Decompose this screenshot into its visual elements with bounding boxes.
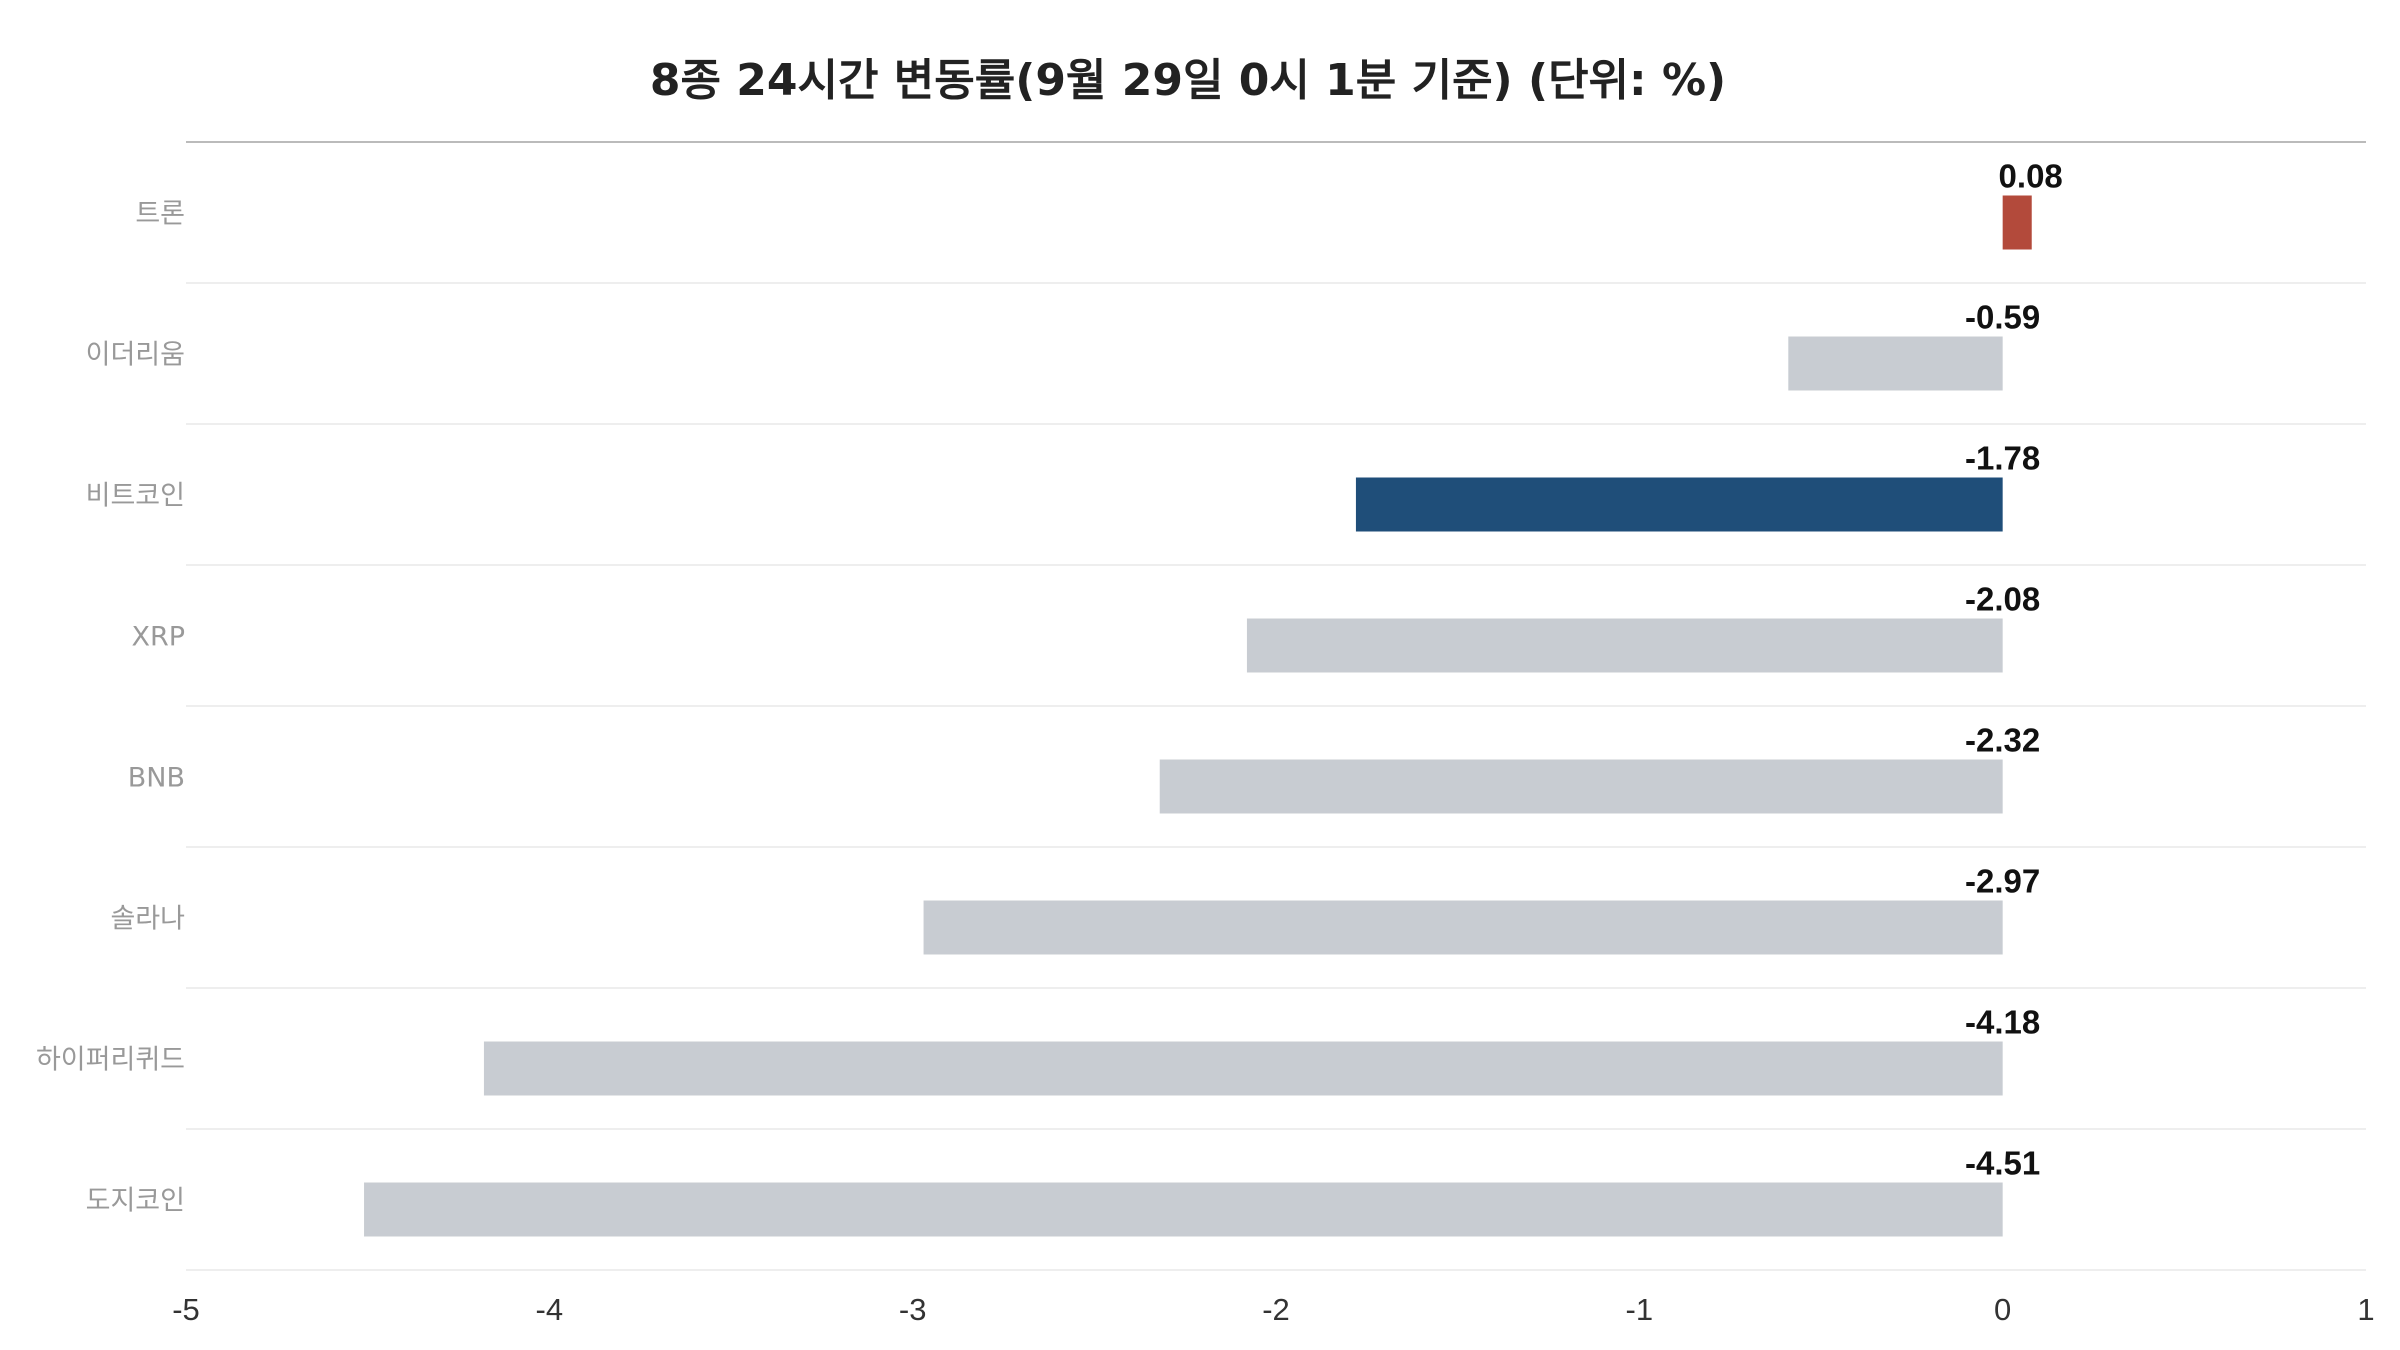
category-label: 비트코인 (86, 481, 185, 512)
data-label: 0.08 (1999, 158, 2063, 195)
bar (1355, 477, 2003, 532)
grid-layer (186, 282, 2366, 1271)
category-label: 솔라나 (110, 904, 185, 935)
category-label: XRP (131, 622, 185, 653)
category-label: 도지코인 (86, 1186, 185, 1217)
bar (483, 1041, 2003, 1096)
category-label: 이더리움 (86, 340, 185, 371)
data-label: -4.18 (1965, 1004, 2040, 1041)
data-label: -4.51 (1965, 1145, 2040, 1182)
bar (1159, 759, 2003, 814)
data-label: -2.97 (1965, 863, 2040, 900)
labels-layer: 트론 0.08 이더리움 -0.59 비트코인 -1.78 XRP -2.08 BNB -2.32… (36, 158, 2063, 1217)
data-label: -2.08 (1965, 581, 2040, 618)
data-label: -1.78 (1965, 440, 2040, 477)
x-tick-label: 0 (1994, 1292, 2011, 1327)
data-label: -2.32 (1965, 722, 2040, 759)
bar (1788, 336, 2003, 391)
data-label: -0.59 (1965, 299, 2040, 336)
x-tick-label: -5 (172, 1292, 200, 1327)
category-label: BNB (128, 763, 185, 794)
x-tick-label: -4 (536, 1292, 564, 1327)
x-axis-ticks: -5 -4 -3 -2 -1 0 1 (172, 1292, 2374, 1327)
bars-layer (364, 195, 2032, 1237)
category-label: 하이퍼리퀴드 (36, 1045, 185, 1076)
bar (923, 900, 2003, 955)
bar (1246, 618, 2003, 673)
x-tick-label: -3 (899, 1292, 927, 1327)
x-tick-label: 1 (2357, 1292, 2374, 1327)
category-label: 트론 (135, 199, 185, 230)
x-tick-label: -2 (1262, 1292, 1290, 1327)
bar (364, 1182, 2003, 1237)
chart-title: 8종 24시간 변동률(9월 29일 0시 1분 기준) (단위: %) (650, 55, 1726, 106)
x-tick-label: -1 (1626, 1292, 1654, 1327)
bar (2002, 195, 2032, 250)
